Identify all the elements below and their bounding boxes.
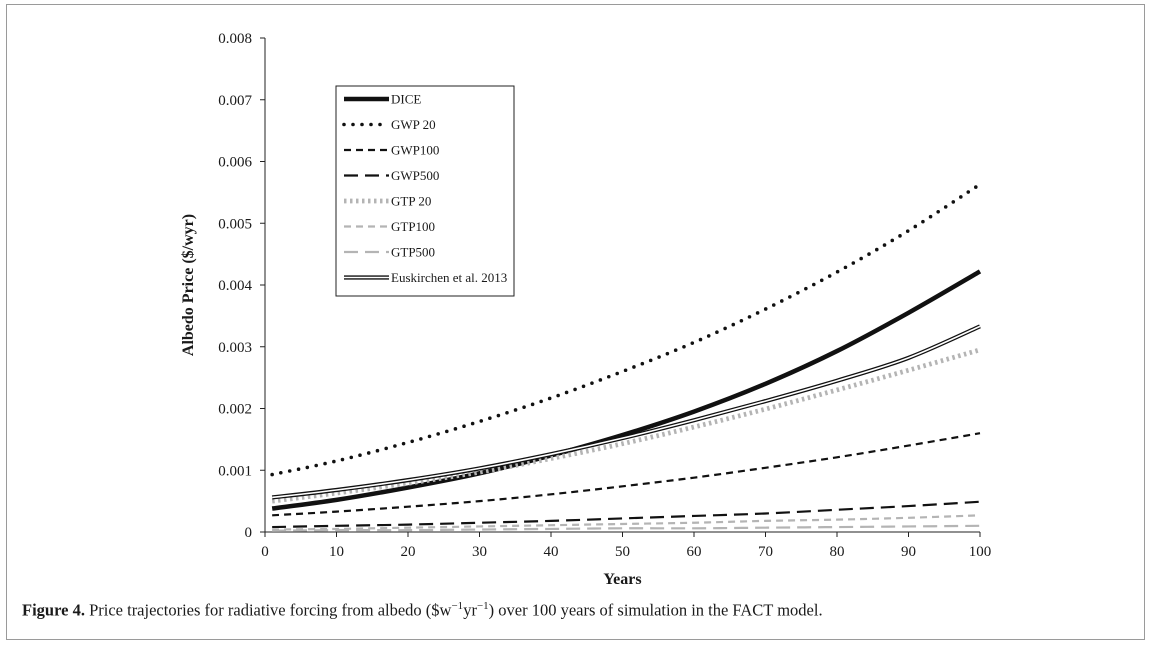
legend-gwp-20-label: GWP 20 [391,117,436,132]
caption-label: Figure 4. [22,600,85,620]
legend-gwp-20: GWP 20 [342,117,436,132]
legend-gtp-20: GTP 20 [344,194,431,209]
x-tick-label: 80 [830,544,845,560]
series-gwp500 [272,500,981,529]
series-gtp500 [272,524,981,532]
chart-axes: 0 0.001 0.002 0.003 0.004 0.005 0.006 0.007 0.00… [180,31,991,588]
y-tick-label: 0.001 [218,463,252,479]
legend-gtp-20-label: GTP 20 [391,194,431,209]
legend-dice-label: DICE [391,92,421,107]
figure-caption: Figure 4. Price trajectories for radiati… [22,600,823,621]
legend-box [335,85,515,297]
y-tick-label: 0.006 [218,155,252,171]
caption-sup-2: −1 [476,600,489,612]
legend-gwp500: GWP500 [344,168,439,183]
x-tick-label: 10 [329,544,344,560]
series-euskirchen-et-al-2013 [271,324,981,500]
x-axis-title: Years [603,571,641,588]
series-layer [270,182,982,532]
y-tick-label: 0.007 [218,93,252,109]
legend-gtp500: GTP500 [344,245,435,260]
legend-gtp500-label: GTP500 [391,245,435,260]
x-tick-label: 100 [969,544,992,560]
y-tick-label: 0.002 [218,402,252,418]
x-tick-label: 60 [687,544,702,560]
series-gtp-20 [271,347,981,504]
legend-gtp100-label: GTP100 [391,219,435,234]
series-gwp-20 [270,182,982,477]
series-euskirchen-et-al-2013-outer [271,324,981,500]
legend-dice: DICE [344,92,421,107]
caption-sup-1: −1 [451,600,464,612]
x-tick-label: 50 [615,544,630,560]
x-tick-label: 20 [401,544,416,560]
y-tick-label: 0 [245,525,253,541]
series-gwp100 [272,432,981,517]
y-tick-label: 0.004 [218,278,252,294]
legend-euskirchen-et-al-2013: Euskirchen et al. 2013 [344,270,507,285]
legend-euskirchen-et-al-2013-label: Euskirchen et al. 2013 [391,270,507,285]
figure-frame [6,4,1145,640]
legend-gwp100-label: GWP100 [391,143,439,158]
legend-gwp500-label: GWP500 [391,168,439,183]
line-chart: 0 0.001 0.002 0.003 0.004 0.005 0.006 0.007 0.00… [180,31,991,588]
series-gtp100 [272,514,981,531]
caption-text-before: Price trajectories for radiative forcing… [84,600,452,620]
caption-text-mid: yr [463,600,477,620]
x-tick-label: 90 [901,544,916,560]
series-dice [271,269,982,511]
chart-legend: DICE GWP 20 GWP100 GWP500 GTP 20 GTP100 GTP500… [335,85,515,297]
series-euskirchen-et-al-2013-inner [272,325,981,499]
y-tick-label: 0.003 [218,340,252,356]
x-tick-label: 70 [758,544,773,560]
y-tick-label: 0.005 [218,216,252,232]
legend-gtp100: GTP100 [344,219,435,234]
x-tick-label: 30 [472,544,487,560]
y-tick-label: 0.008 [218,31,252,47]
y-axis-title: Albedo Price ($/wyr) [180,214,197,356]
x-tick-label: 0 [261,544,269,560]
caption-text-after: ) over 100 years of simulation in the FA… [488,600,823,620]
legend-gwp100: GWP100 [344,143,439,158]
x-tick-label: 40 [544,544,559,560]
